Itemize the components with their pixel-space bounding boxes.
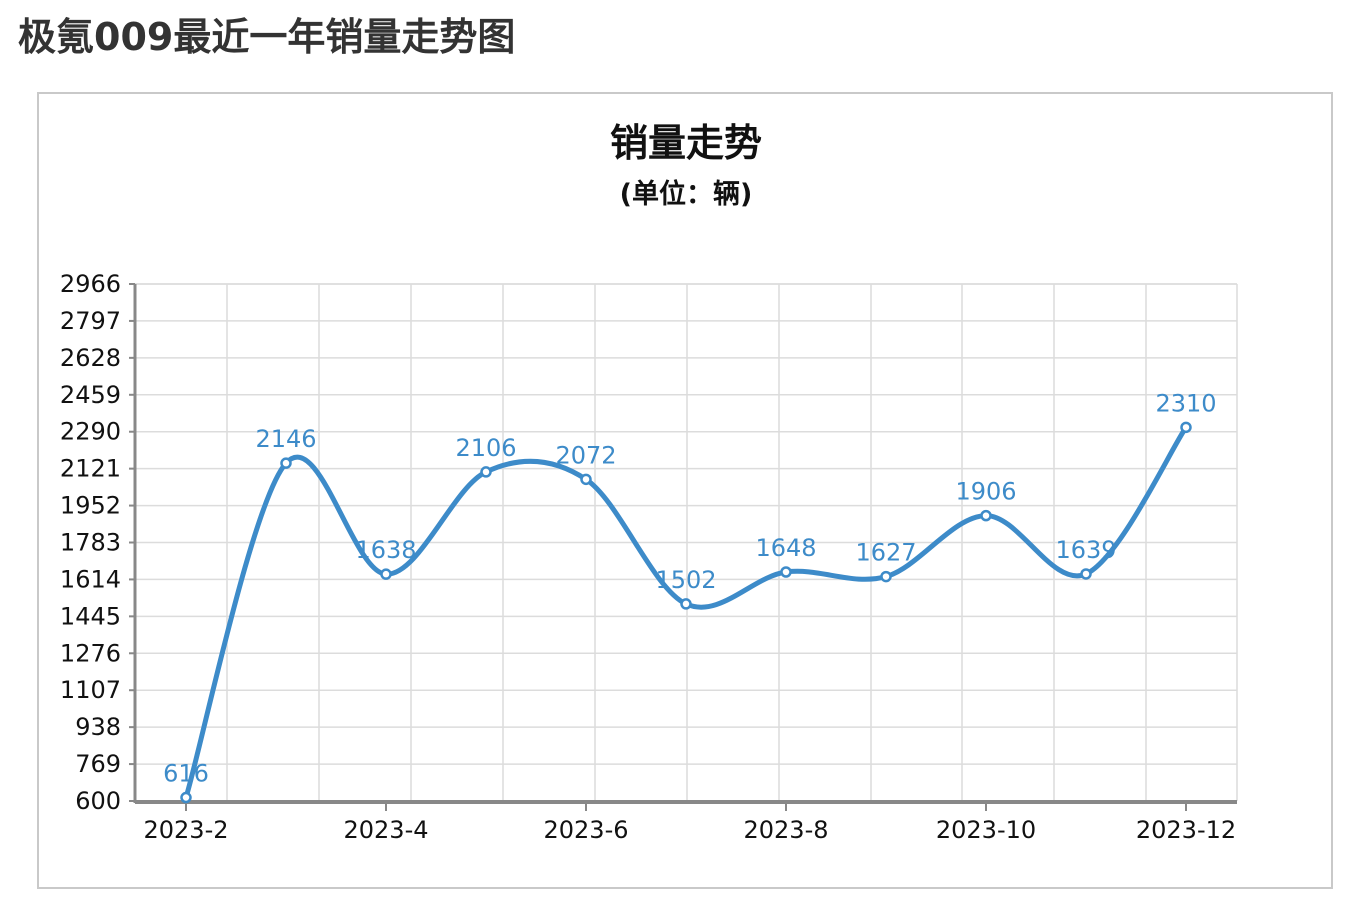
- series-line: [183, 424, 1189, 801]
- data-point: [180, 791, 192, 804]
- data-label: 616: [163, 760, 209, 788]
- y-tick-label: 2290: [60, 418, 121, 446]
- axes: 600 769 938 1107 1276 1445 1614 1783 1952 2121 229…: [60, 270, 1237, 844]
- y-tick-label: 600: [75, 787, 121, 815]
- y-tick-label: 1445: [60, 602, 121, 630]
- data-label: 1639: [1055, 536, 1116, 564]
- page-title: 极氪009最近一年销量走势图: [18, 15, 516, 59]
- data-label: 1906: [955, 478, 1016, 506]
- data-point: [480, 466, 492, 478]
- y-tick-label: 1276: [60, 639, 121, 667]
- data-point: [1180, 421, 1192, 434]
- data-label: 2072: [555, 441, 616, 469]
- y-tick-label: 2459: [60, 381, 121, 409]
- data-label: 1648: [755, 534, 816, 562]
- x-tick-label: 2023-2: [143, 816, 228, 844]
- y-tick-label: 938: [75, 713, 121, 741]
- grid: [135, 283, 1238, 801]
- y-tick-label: 1952: [60, 492, 121, 520]
- data-point: [680, 598, 692, 610]
- chart-title: 销量走势: [610, 121, 762, 165]
- x-tick-label: 2023-10: [936, 816, 1036, 844]
- data-label: 2146: [255, 425, 316, 453]
- data-point: [880, 570, 892, 583]
- y-tick-label: 2121: [60, 455, 121, 483]
- series: [180, 421, 1192, 804]
- data-label: 2310: [1155, 389, 1216, 417]
- y-tick-label: 2797: [60, 307, 121, 335]
- x-tick-label: 2023-4: [343, 816, 428, 844]
- data-label: 1627: [855, 539, 916, 567]
- y-tick-label: 1614: [60, 565, 121, 593]
- data-point: [380, 568, 392, 580]
- data-point: [580, 473, 592, 486]
- chart-subtitle: (单位：辆): [620, 178, 753, 210]
- data-label: 1502: [655, 566, 716, 594]
- y-tick-label: 2628: [60, 344, 121, 372]
- chart-frame: [37, 92, 1333, 889]
- data-labels: 616 2146 1638 2106 2072 1502 1648 1627 1906 1639 2…: [163, 389, 1216, 787]
- x-tick-label: 2023-6: [543, 816, 628, 844]
- data-point: [780, 566, 792, 578]
- data-point: [1080, 568, 1092, 580]
- y-tick-label: 2966: [60, 270, 121, 298]
- y-tick-label: 1107: [60, 676, 121, 704]
- data-point: [280, 457, 292, 469]
- x-tick-label: 2023-12: [1136, 816, 1236, 844]
- data-point: [980, 509, 992, 522]
- y-tick-label: 769: [75, 750, 121, 778]
- x-tick-label: 2023-8: [743, 816, 828, 844]
- y-tick-label: 1783: [60, 529, 121, 557]
- data-label: 2106: [455, 434, 516, 462]
- data-label: 1638: [355, 536, 416, 564]
